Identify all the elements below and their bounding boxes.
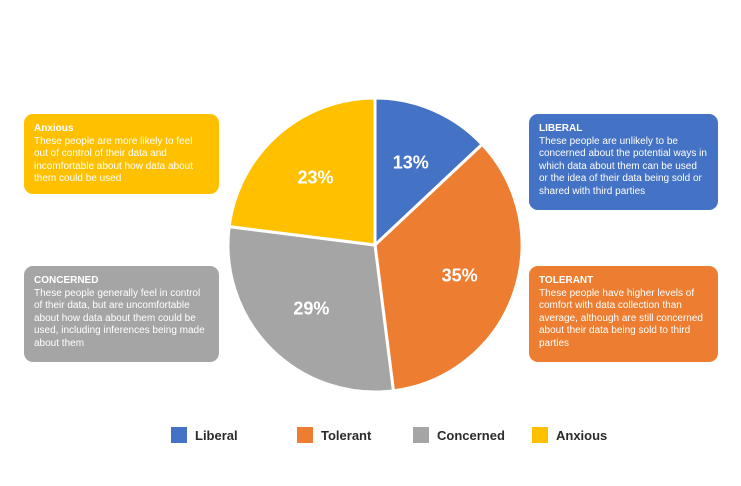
slice-label-anxious: 23% — [297, 167, 333, 187]
concerned-card-body: These people generally feel in control o… — [34, 287, 205, 349]
legend-swatch-concerned — [413, 427, 429, 443]
legend-item-tolerant: Tolerant — [297, 426, 371, 444]
legend-swatch-anxious — [532, 427, 548, 443]
legend-label-anxious: Anxious — [556, 427, 608, 443]
slice-label-liberal: 13% — [393, 152, 429, 172]
liberal-description-card: LIBERAL These people are unlikely to be … — [529, 114, 718, 210]
legend-item-liberal: Liberal — [171, 426, 238, 444]
liberal-card-title: LIBERAL — [539, 123, 583, 134]
anxious-card-body: These people are more likely to feel out… — [34, 135, 193, 185]
legend-item-anxious: Anxious — [532, 426, 607, 444]
legend-label-tolerant: Tolerant — [321, 427, 372, 443]
legend-swatch-tolerant — [297, 427, 313, 443]
pie-slice-liberal — [373, 96, 484, 247]
legend-item-concerned: Concerned — [413, 426, 505, 444]
legend-label-concerned: Concerned — [437, 427, 505, 443]
anxious-card-title: Anxious — [34, 123, 74, 134]
concerned-card-title: CONCERNED — [34, 275, 99, 286]
legend-label-liberal: Liberal — [195, 427, 238, 443]
pie-slice-anxious — [227, 96, 377, 247]
anxious-description-card: Anxious These people are more likely to … — [24, 114, 219, 194]
tolerant-card-body: These people have higher levels of comfo… — [539, 287, 703, 349]
concerned-description-card: CONCERNED These people generally feel in… — [24, 266, 219, 362]
slice-label-concerned: 29% — [293, 299, 329, 319]
tolerant-card-title: TOLERANT — [539, 275, 594, 286]
tolerant-description-card: TOLERANT These people have higher levels… — [529, 266, 718, 362]
legend-swatch-liberal — [171, 427, 187, 443]
pie-slice-concerned — [226, 225, 395, 394]
slice-label-tolerant: 35% — [442, 265, 478, 285]
liberal-card-body: These people are unlikely to be concerne… — [539, 135, 707, 197]
pie-slice-tolerant — [373, 142, 524, 393]
